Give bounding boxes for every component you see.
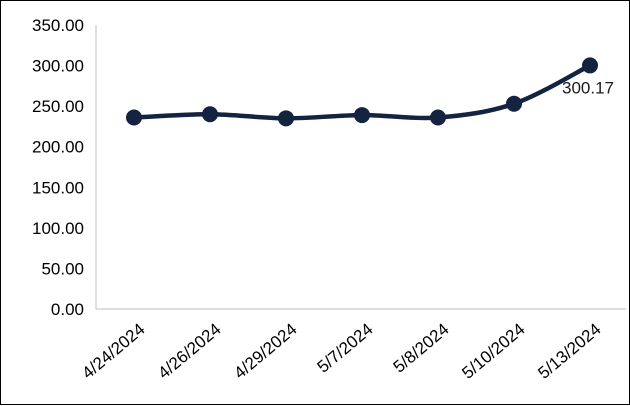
series-group [126, 57, 598, 127]
y-axis: 0.00 50.00 100.00 150.00 200.00 250.00 300.00 3… [32, 16, 97, 319]
y-tick-label: 150.00 [32, 178, 84, 197]
data-label: 300.17 [562, 78, 614, 97]
data-point-marker [202, 106, 218, 123]
x-tick-label: 4/26/2024 [154, 320, 224, 383]
y-tick-label: 0.00 [51, 300, 84, 319]
y-tick-label: 250.00 [32, 97, 84, 116]
data-labels: 300.17 [562, 78, 614, 97]
x-tick-label: 5/8/2024 [390, 320, 453, 377]
data-point-marker [430, 109, 446, 126]
data-point-marker [126, 109, 142, 126]
y-tick-label: 100.00 [32, 219, 84, 238]
x-tick-label: 5/10/2024 [458, 320, 528, 383]
x-tick-label: 5/13/2024 [534, 320, 604, 383]
x-tick-label: 4/29/2024 [230, 320, 300, 383]
data-point-marker [506, 95, 522, 112]
x-tick-label: 4/24/2024 [78, 320, 148, 383]
y-tick-label: 350.00 [32, 16, 84, 35]
y-tick-label: 300.00 [32, 57, 84, 76]
y-tick-label: 200.00 [32, 138, 84, 157]
data-point-marker [278, 110, 294, 127]
x-tick-label: 5/7/2024 [314, 320, 377, 377]
y-tick-label: 50.00 [41, 259, 84, 278]
x-axis: 4/24/2024 4/26/2024 4/29/2024 5/7/2024 5/8/2… [78, 308, 626, 383]
data-point-marker [582, 57, 598, 74]
data-point-marker [354, 107, 370, 124]
